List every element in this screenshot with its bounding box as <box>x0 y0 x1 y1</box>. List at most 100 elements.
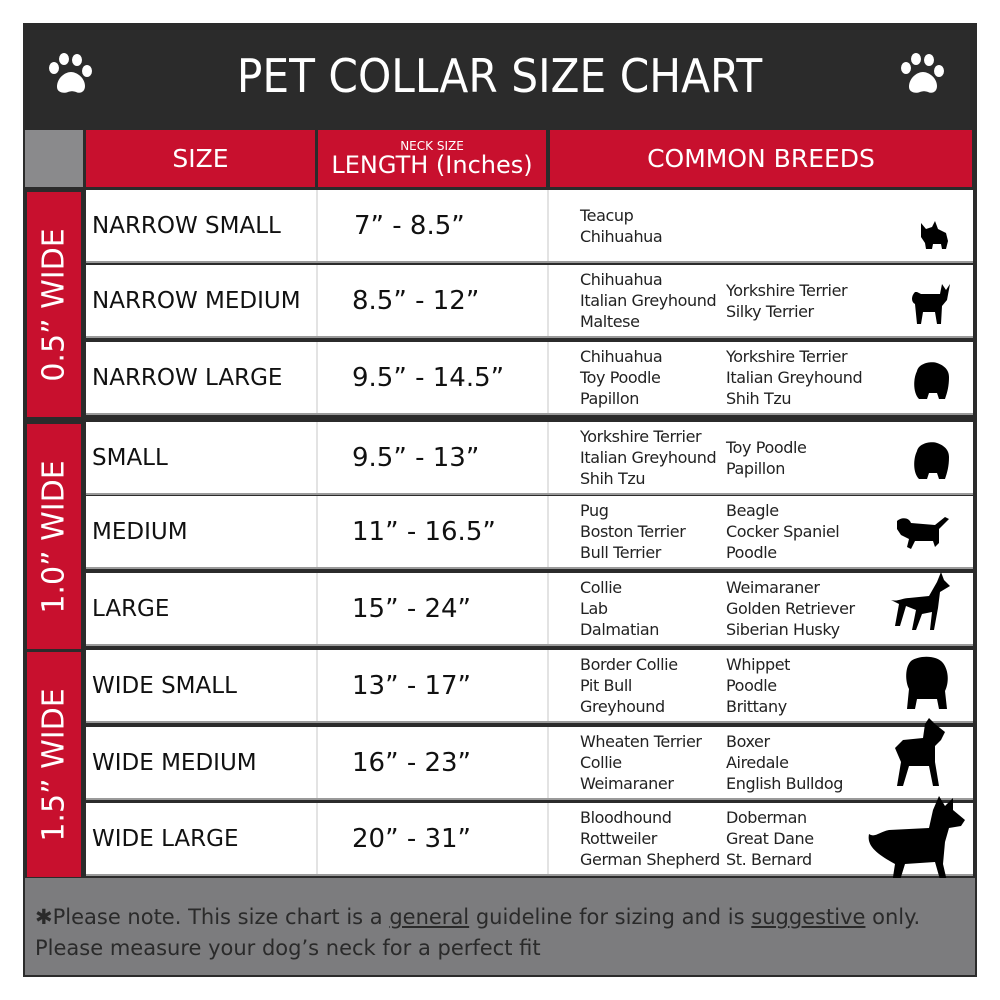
footer-text: guideline for sizing and is <box>469 905 752 929</box>
neck-length: 15” - 24” <box>352 593 472 624</box>
footer-text: ✱Please note. This size chart is a <box>35 905 390 929</box>
divider <box>547 422 549 493</box>
divider <box>547 342 549 413</box>
breeds-column-1: Border Collie Pit Bull Greyhound <box>580 650 678 721</box>
divider <box>316 803 318 874</box>
divider <box>547 727 549 798</box>
breed-name: Poodle <box>726 676 777 695</box>
breeds-column-1: Chihuahua Italian Greyhound Maltese <box>580 265 717 336</box>
bulldog-silhouette-icon <box>903 655 951 715</box>
table-row: NARROW LARGE 9.5” - 14.5” Chihuahua Toy P… <box>86 342 973 415</box>
neck-length: 13” - 17” <box>352 670 472 701</box>
breed-name: St. Bernard <box>726 850 812 869</box>
footer-underlined-text: suggestive <box>751 905 866 929</box>
breed-name: Great Dane <box>726 829 814 848</box>
header-size-label: SIZE <box>172 144 229 173</box>
size-name: LARGE <box>92 595 170 622</box>
breeds-column-2: Weimaraner Golden Retriever Siberian Husky <box>726 573 855 644</box>
table-row: SMALL 9.5” - 13” Yorkshire Terrier Italia… <box>86 422 973 495</box>
breed-name: Boxer <box>726 732 770 751</box>
width-group-label: 0.5” WIDE <box>25 190 83 419</box>
breed-name: Chihuahua <box>580 270 663 289</box>
footer-note: ✱Please note. This size chart is a gener… <box>25 878 975 975</box>
breeds-column-2: Yorkshire Terrier Italian Greyhound Shih T… <box>726 342 863 413</box>
divider <box>547 190 549 261</box>
breed-name: Greyhound <box>580 697 665 716</box>
breed-name: Shih Tzu <box>580 469 646 488</box>
header-size: SIZE <box>86 130 315 187</box>
shepherd-silhouette-icon <box>889 572 951 638</box>
size-chart: PET COLLAR SIZE CHART SIZE NECK SIZE LENG… <box>23 23 977 977</box>
pomeranian-silhouette-icon <box>911 439 951 487</box>
breed-name: Chihuahua <box>580 347 663 366</box>
breed-name: Brittany <box>726 697 787 716</box>
size-name: WIDE LARGE <box>92 825 239 852</box>
table-row: MEDIUM 11” - 16.5” Pug Boston Terrier Bull… <box>86 496 973 569</box>
divider <box>316 573 318 644</box>
divider <box>316 496 318 567</box>
size-name: NARROW SMALL <box>92 212 281 239</box>
breed-name: Border Collie <box>580 655 678 674</box>
paw-icon <box>901 53 944 93</box>
footer-text: only. <box>865 905 921 929</box>
breeds-column-1: Collie Lab Dalmatian <box>580 573 659 644</box>
breed-name: Papillon <box>580 389 639 408</box>
neck-length: 9.5” - 13” <box>352 442 480 473</box>
breed-name: Yorkshire Terrier <box>726 347 848 366</box>
breed-name: English Bulldog <box>726 774 843 793</box>
neck-length: 16” - 23” <box>352 747 472 778</box>
footer-line-2: Please measure your dog’s neck for a per… <box>35 936 541 960</box>
size-name: NARROW LARGE <box>92 364 283 391</box>
breed-name: Wheaten Terrier <box>580 732 702 751</box>
neck-length: 7” - 8.5” <box>354 210 465 241</box>
divider <box>547 650 549 721</box>
width-group-text: 0.5” WIDE <box>36 227 72 382</box>
pomeranian-silhouette-icon <box>911 359 951 407</box>
pitbull-silhouette-icon <box>893 716 951 792</box>
size-name: MEDIUM <box>92 518 188 545</box>
header-length-label: LENGTH (Inches) <box>331 150 533 179</box>
breed-name: Airedale <box>726 753 789 772</box>
header-length: NECK SIZE LENGTH (Inches) <box>318 130 546 187</box>
breed-name: Silky Terrier <box>726 301 814 321</box>
breed-name: Pug <box>580 501 609 520</box>
divider <box>316 422 318 493</box>
breeds-column-1: Bloodhound Rottweiler German Shepherd <box>580 803 720 874</box>
footer-line-1: ✱Please note. This size chart is a gener… <box>35 902 975 933</box>
breed-name: Toy Poodle <box>580 368 661 387</box>
table-row: LARGE 15” - 24” Collie Lab Dalmatian Weima… <box>86 572 973 646</box>
breeds-column-2: Doberman Great Dane St. Bernard <box>726 803 814 874</box>
breed-name: Italian Greyhound <box>580 291 717 310</box>
divider <box>547 803 549 874</box>
neck-length: 20” - 31” <box>352 823 472 854</box>
divider <box>547 573 549 644</box>
breed-name: Siberian Husky <box>726 620 840 639</box>
divider <box>316 727 318 798</box>
page-title: PET COLLAR SIZE CHART <box>237 48 763 103</box>
breed-name: Yorkshire Terrier <box>726 280 848 300</box>
breed-name: Bloodhound <box>580 808 672 827</box>
breed-name: Whippet <box>726 655 791 674</box>
breeds-column-2: Boxer Airedale English Bulldog <box>726 727 843 798</box>
size-name: NARROW MEDIUM <box>92 287 301 314</box>
breed-name: Bull Terrier <box>580 543 661 562</box>
breed-name: Teacup <box>580 205 634 225</box>
breed-name: Golden Retriever <box>726 599 855 618</box>
breed-name: Boston Terrier <box>580 522 686 541</box>
width-group-label: 1.0” WIDE <box>25 422 83 651</box>
width-group-text: 1.0” WIDE <box>36 459 72 614</box>
breed-name: Rottweiler <box>580 829 657 848</box>
neck-length: 11” - 16.5” <box>352 516 496 547</box>
divider <box>316 265 318 336</box>
doberman-silhouette-icon <box>865 794 969 898</box>
neck-length: 8.5” - 12” <box>352 285 480 316</box>
breed-name: Papillon <box>726 458 785 478</box>
divider <box>547 265 549 336</box>
breed-name: Beagle <box>726 501 779 520</box>
header-breeds: COMMON BREEDS <box>550 130 972 187</box>
header-neck-size-label: NECK SIZE <box>400 138 464 153</box>
breed-name: Weimaraner <box>580 774 674 793</box>
paw-icon <box>49 53 92 93</box>
neck-length: 9.5” - 14.5” <box>352 362 505 393</box>
size-name: WIDE MEDIUM <box>92 749 257 776</box>
